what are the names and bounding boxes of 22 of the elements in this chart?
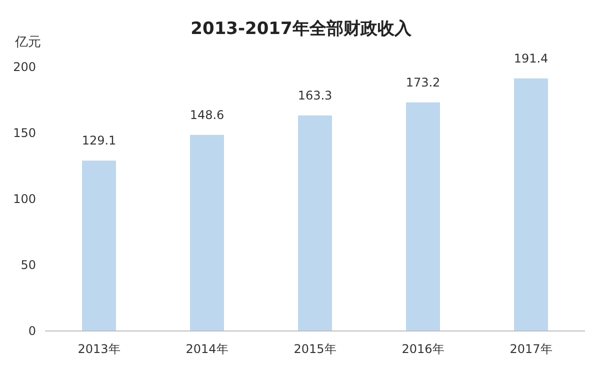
data-label: 163.3 [298, 88, 332, 102]
x-tick-label: 2015年 [294, 342, 336, 356]
y-tick-label: 150 [13, 126, 36, 140]
y-tick-label: 50 [20, 258, 36, 272]
y-tick-label: 0 [28, 324, 36, 338]
data-label: 129.1 [82, 134, 116, 148]
bar [190, 134, 224, 331]
data-label: 148.6 [190, 108, 224, 122]
y-tick-label: 100 [13, 192, 36, 206]
bar [514, 78, 548, 331]
chart-title: 2013-2017年全部财政收入 [190, 19, 412, 39]
x-tick-label: 2013年 [78, 342, 120, 356]
x-tick-label: 2014年 [186, 342, 228, 356]
bar [406, 102, 440, 331]
bar [298, 115, 332, 331]
x-tick-label: 2016年 [402, 342, 444, 356]
data-label: 191.4 [514, 51, 548, 66]
data-label: 173.2 [406, 75, 440, 90]
bar [82, 160, 116, 331]
y-axis-title: 亿元 [14, 35, 41, 50]
x-tick-label: 2017年 [510, 342, 552, 356]
y-tick-label: 200 [13, 60, 36, 74]
